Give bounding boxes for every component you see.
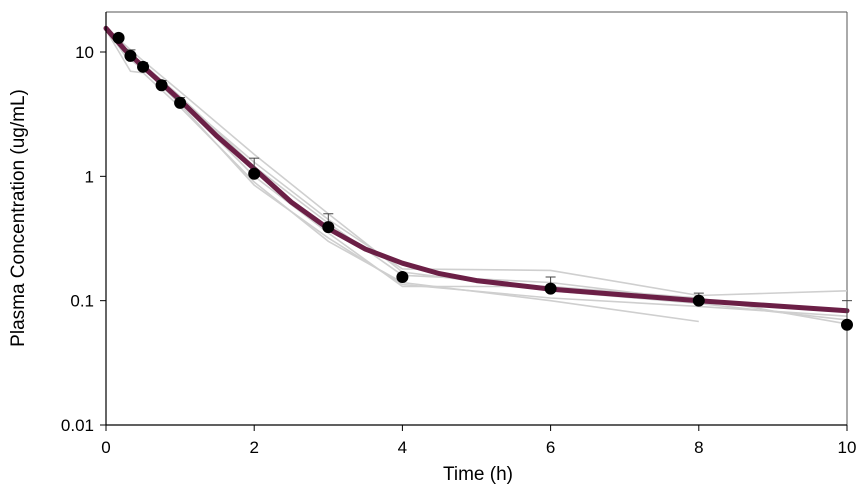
y-tick-label: 10 <box>75 43 94 62</box>
individual-line-4 <box>105 29 699 323</box>
axes <box>105 12 847 426</box>
observed-point <box>692 294 705 307</box>
observed-point <box>155 79 168 92</box>
observed-point <box>137 60 150 73</box>
individual-line-3 <box>105 27 848 321</box>
y-tick-label: 0.01 <box>61 416 94 435</box>
y-tick-label: 0.1 <box>70 292 94 311</box>
plot-frame <box>106 11 848 425</box>
x-tick-label: 0 <box>101 438 110 457</box>
x-tick-label: 6 <box>546 438 555 457</box>
y-tick-label: 1 <box>85 167 94 186</box>
x-tick-label: 10 <box>838 438 857 457</box>
individual-line-6 <box>105 27 848 311</box>
observed-point <box>174 96 187 109</box>
x-axis-title: Time (h) <box>443 464 513 485</box>
model-line <box>103 25 850 314</box>
observed-point <box>248 167 261 180</box>
y-ticks: 0.01 0.1 1 10 <box>61 43 106 435</box>
observed-point <box>544 282 557 295</box>
x-ticks: 0 2 4 6 8 10 <box>101 425 856 457</box>
individual-line-2 <box>105 27 848 297</box>
observed-point <box>396 271 409 284</box>
observed-points <box>112 31 853 331</box>
observed-point <box>841 318 853 331</box>
observed-point <box>124 49 137 62</box>
y-axis-title: Plasma Concentration (ug/mL) <box>8 89 29 347</box>
model-line-group <box>103 25 850 314</box>
observed-point <box>322 221 335 234</box>
observed-point <box>112 31 125 44</box>
x-tick-label: 8 <box>694 438 703 457</box>
x-tick-label: 2 <box>249 438 258 457</box>
x-tick-label: 4 <box>398 438 407 457</box>
individual-line-7 <box>105 27 848 317</box>
